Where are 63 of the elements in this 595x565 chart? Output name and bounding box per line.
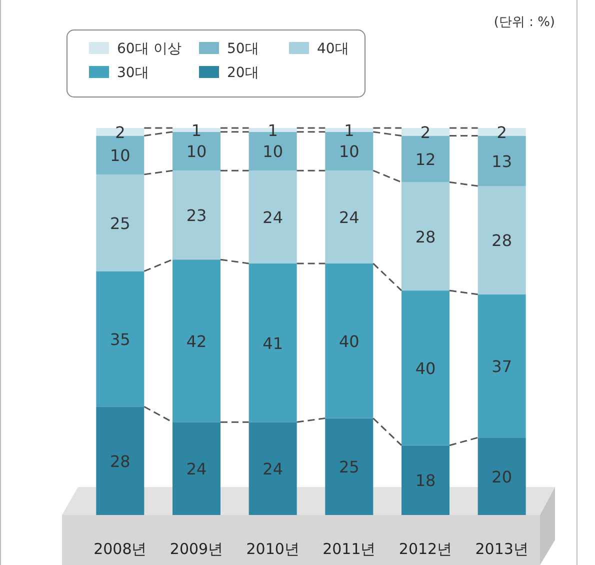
bar <box>96 271 144 407</box>
bar <box>172 170 220 260</box>
data-label: 10 <box>110 146 130 166</box>
data-label: 28 <box>415 227 436 246</box>
bar <box>402 445 450 515</box>
data-label: 28 <box>492 231 512 250</box>
data-label: 18 <box>415 471 436 490</box>
data-label: 1 <box>268 120 278 140</box>
data-label: 35 <box>110 330 130 349</box>
bar <box>96 174 144 272</box>
data-label: 12 <box>415 150 436 169</box>
data-label: 2 <box>420 122 431 142</box>
bar <box>325 418 374 515</box>
data-label: 10 <box>186 142 207 162</box>
bar <box>325 263 374 418</box>
data-label: 41 <box>262 334 284 353</box>
data-label: 23 <box>186 206 207 226</box>
legend-label: 30대 <box>117 65 149 81</box>
bar <box>478 186 526 294</box>
bar <box>402 128 450 136</box>
data-label: 2 <box>496 122 507 142</box>
text: (단위 : %) <box>494 15 555 30</box>
legend-label: 50대 <box>227 41 259 57</box>
legend-label: 20대 <box>227 65 259 81</box>
bar <box>96 128 144 136</box>
bar <box>248 170 297 264</box>
data-label: 13 <box>492 152 512 171</box>
bar <box>478 128 526 136</box>
x-tick-label: 2011년 <box>322 540 376 558</box>
x-tick-label: 2012년 <box>398 540 452 558</box>
data-label: 24 <box>338 208 360 228</box>
bar <box>325 170 374 264</box>
data-label: 40 <box>338 332 360 351</box>
bar <box>402 182 450 291</box>
data-label: 24 <box>186 460 207 479</box>
data-label: 42 <box>186 332 207 351</box>
bar <box>478 438 526 515</box>
legend-label: 40대 <box>317 41 349 57</box>
bar <box>248 422 297 515</box>
data-label: 1 <box>191 120 202 140</box>
legend-label: 60대 이상 <box>117 41 182 57</box>
data-label: 40 <box>415 358 436 378</box>
x-tick-label: 2009년 <box>170 540 224 558</box>
bar <box>478 294 526 438</box>
data-label: 2 <box>115 122 126 142</box>
bar <box>96 406 144 515</box>
data-label: 10 <box>338 142 360 162</box>
data-label: 20 <box>492 467 512 486</box>
x-tick-label: 2008년 <box>94 540 147 558</box>
x-tick-label: 2010년 <box>246 540 300 558</box>
data-label: 25 <box>110 214 130 233</box>
bar <box>248 263 297 422</box>
bar <box>402 290 450 446</box>
data-label: 10 <box>262 142 284 162</box>
bar <box>172 422 220 515</box>
data-label: 25 <box>338 458 360 477</box>
data-label: 1 <box>344 120 354 140</box>
bar <box>172 260 220 422</box>
data-label: 24 <box>262 460 284 479</box>
data-label: 37 <box>492 357 512 376</box>
data-label: 28 <box>110 452 130 471</box>
data-label: 24 <box>262 208 284 228</box>
x-tick-label: 2013년 <box>475 540 528 558</box>
